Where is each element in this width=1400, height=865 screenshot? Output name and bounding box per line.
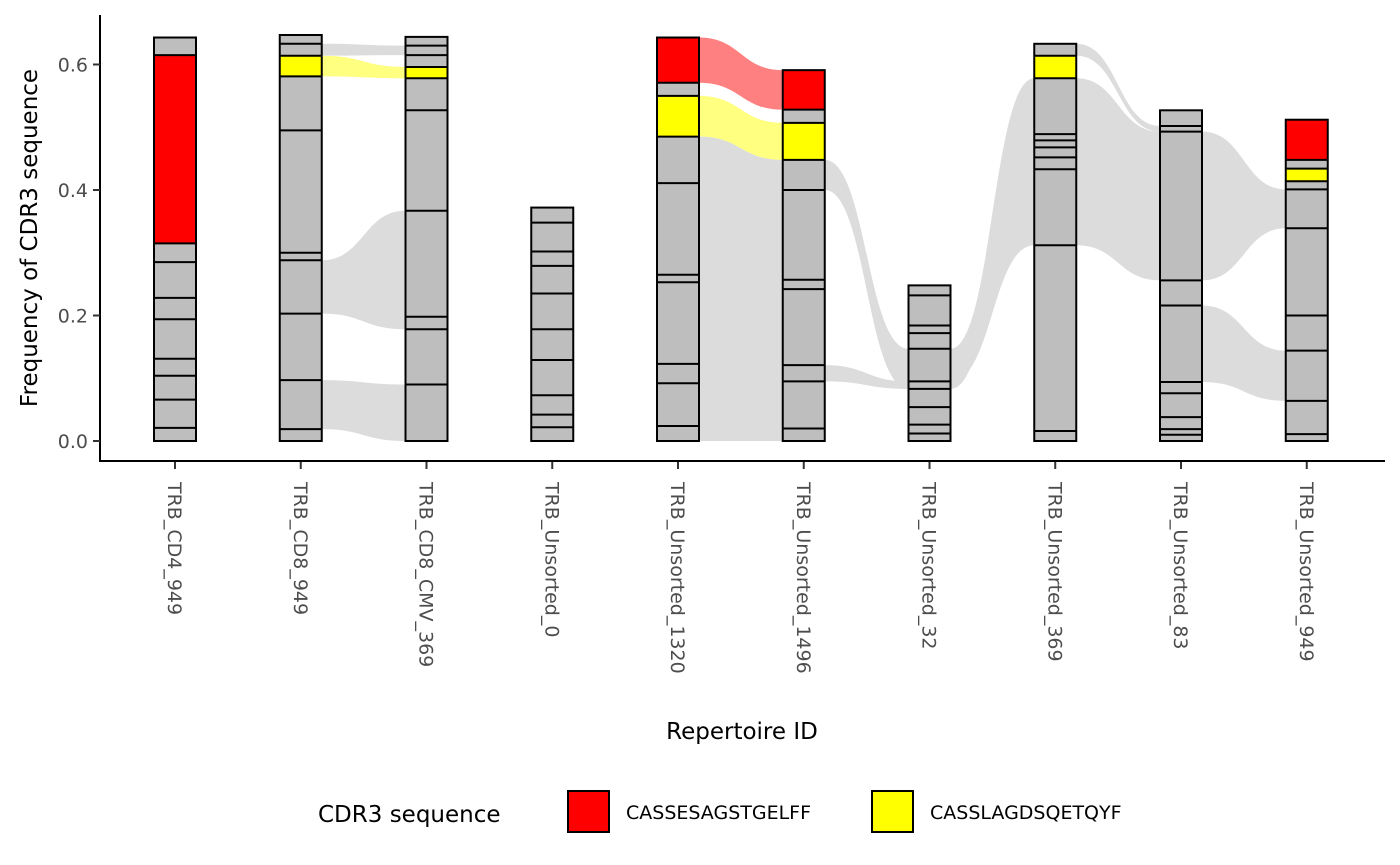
flow-band xyxy=(950,78,1035,389)
bar-segment-highlight xyxy=(1285,119,1328,160)
flows-layer xyxy=(321,37,1286,441)
bar-outline xyxy=(1284,118,1329,442)
bar-segment-other xyxy=(405,36,448,441)
y-tick-label: 0.2 xyxy=(58,306,88,328)
y-axis-title: Frequency of CDR3 sequence xyxy=(17,69,43,407)
x-tick-label: TRB_Unsorted_1496 xyxy=(792,481,814,674)
legend-label: CASSESAGSTGELFF xyxy=(626,802,811,824)
bar-outline xyxy=(907,284,952,442)
y-ticks: 0.0 0.2 0.4 0.6 xyxy=(58,55,100,453)
flow-band xyxy=(824,365,909,389)
x-axis-title: Repertoire ID xyxy=(666,719,818,745)
flow-band xyxy=(321,380,406,441)
x-tick-label: TRB_Unsorted_0 xyxy=(540,481,562,637)
flow-band xyxy=(321,55,406,79)
axes-layer xyxy=(99,15,1385,462)
bar-outline xyxy=(404,35,449,442)
bar-outline xyxy=(278,34,323,442)
legend: CDR3 sequence CASSESAGSTGELFF CASSLAGDSQE… xyxy=(318,790,1122,833)
bar-outline xyxy=(781,69,826,443)
y-tick-label: 0.6 xyxy=(58,55,88,77)
bar-TRB_CD8_CMV_369 xyxy=(404,35,449,442)
legend-key xyxy=(567,790,610,833)
legend-entries: CASSESAGSTGELFF CASSLAGDSQETQYF xyxy=(567,790,1122,833)
flow-band xyxy=(950,157,1035,382)
flow-band xyxy=(321,43,406,56)
flow-band xyxy=(699,37,783,110)
bar-outline xyxy=(1159,109,1203,443)
bar-segment-other xyxy=(279,35,322,441)
bar-segment-highlight xyxy=(279,55,322,77)
bar-segment-other xyxy=(908,285,951,441)
x-tick-label: TRB_Unsorted_83 xyxy=(1169,481,1191,650)
x-tick-label: TRB_CD4_949 xyxy=(163,481,185,615)
bar-TRB_Unsorted_0 xyxy=(530,206,575,442)
x-tick-label: TRB_CD8_CMV_369 xyxy=(415,481,437,667)
bar-outline xyxy=(530,206,575,442)
y-tick-label: 0.0 xyxy=(58,431,88,453)
flow-band xyxy=(699,95,783,160)
flow-band xyxy=(321,210,406,330)
bar-segment-other xyxy=(531,207,574,441)
bar-TRB_CD4_949 xyxy=(153,36,197,443)
bar-segment-highlight xyxy=(782,70,825,110)
legend-key xyxy=(871,790,914,833)
legend-title: CDR3 sequence xyxy=(318,802,501,828)
bar-outline xyxy=(153,36,197,443)
x-tick-label: TRB_Unsorted_369 xyxy=(1043,481,1065,662)
bar-segment-highlight xyxy=(1034,55,1077,79)
bar-TRB_Unsorted_83 xyxy=(1159,109,1203,443)
bar-segment-highlight xyxy=(154,55,196,244)
bar-TRB_Unsorted_1320 xyxy=(656,36,700,443)
x-ticks: TRB_CD4_949 TRB_CD8_949 TRB_CD8_CMV_369 TRB… xyxy=(163,462,1317,674)
bar-TRB_Unsorted_32 xyxy=(907,284,952,442)
x-tick-label: TRB_Unsorted_1320 xyxy=(666,481,688,674)
bar-outline xyxy=(1033,42,1078,442)
bar-TRB_Unsorted_949 xyxy=(1284,118,1329,442)
bar-segment-highlight xyxy=(657,37,699,83)
flow-band xyxy=(1202,131,1286,281)
y-tick-label: 0.4 xyxy=(58,180,88,202)
flow-band xyxy=(1076,78,1160,281)
bar-segment-highlight xyxy=(1285,168,1328,182)
bar-TRB_CD8_949 xyxy=(278,34,323,442)
bar-TRB_Unsorted_369 xyxy=(1033,42,1078,442)
bar-segment-other xyxy=(1160,110,1202,442)
flow-band xyxy=(1202,305,1286,401)
bar-segment-highlight xyxy=(657,95,699,137)
bar-segment-other xyxy=(1034,43,1077,441)
bar-segment-highlight xyxy=(405,67,448,79)
legend-label: CASSLAGDSQETQYF xyxy=(930,802,1122,824)
x-tick-label: TRB_Unsorted_949 xyxy=(1295,481,1317,662)
x-tick-label: TRB_Unsorted_32 xyxy=(918,481,940,650)
flow-band xyxy=(824,159,909,389)
bars-layer xyxy=(153,34,1329,443)
flow-band xyxy=(699,136,783,441)
bar-segment-highlight xyxy=(782,122,825,160)
bar-TRB_Unsorted_1496 xyxy=(781,69,826,443)
bar-outline xyxy=(656,36,700,443)
flow-band xyxy=(1076,43,1160,132)
x-tick-label: TRB_CD8_949 xyxy=(289,481,311,615)
